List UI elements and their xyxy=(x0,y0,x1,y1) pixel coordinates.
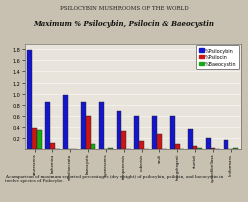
Text: Maximum % Psilocybin, Psilocin & Baeocystin: Maximum % Psilocybin, Psilocin & Baeocys… xyxy=(33,20,215,28)
Bar xyxy=(117,112,121,149)
Bar xyxy=(197,148,202,149)
Bar xyxy=(233,148,238,149)
Text: PSILOCYBIN MUSHROOMS OF THE WORLD: PSILOCYBIN MUSHROOMS OF THE WORLD xyxy=(60,6,188,11)
Bar xyxy=(211,148,215,149)
Text: A comparison of maximum reported percentages (dry weight) of psilocybin, psiloci: A comparison of maximum reported percent… xyxy=(5,174,223,182)
Bar xyxy=(188,129,193,149)
Bar xyxy=(91,144,95,149)
Bar xyxy=(157,135,162,149)
Bar xyxy=(32,128,37,149)
Bar xyxy=(45,102,50,149)
Bar xyxy=(139,141,144,149)
Bar xyxy=(170,116,175,149)
Bar xyxy=(152,116,157,149)
Bar xyxy=(175,144,180,149)
Bar xyxy=(27,51,32,149)
Bar xyxy=(37,130,42,149)
Bar xyxy=(108,148,113,149)
Bar xyxy=(81,102,86,149)
Bar xyxy=(63,95,68,149)
Bar xyxy=(121,132,126,149)
Bar xyxy=(223,141,228,149)
Bar xyxy=(99,102,103,149)
Bar xyxy=(86,117,91,149)
Bar xyxy=(193,146,197,149)
Bar xyxy=(134,116,139,149)
Bar xyxy=(206,138,211,149)
Legend: %Psilocybin, %Psilocin, %Baeocystin: %Psilocybin, %Psilocin, %Baeocystin xyxy=(196,46,239,69)
Bar xyxy=(50,143,55,149)
